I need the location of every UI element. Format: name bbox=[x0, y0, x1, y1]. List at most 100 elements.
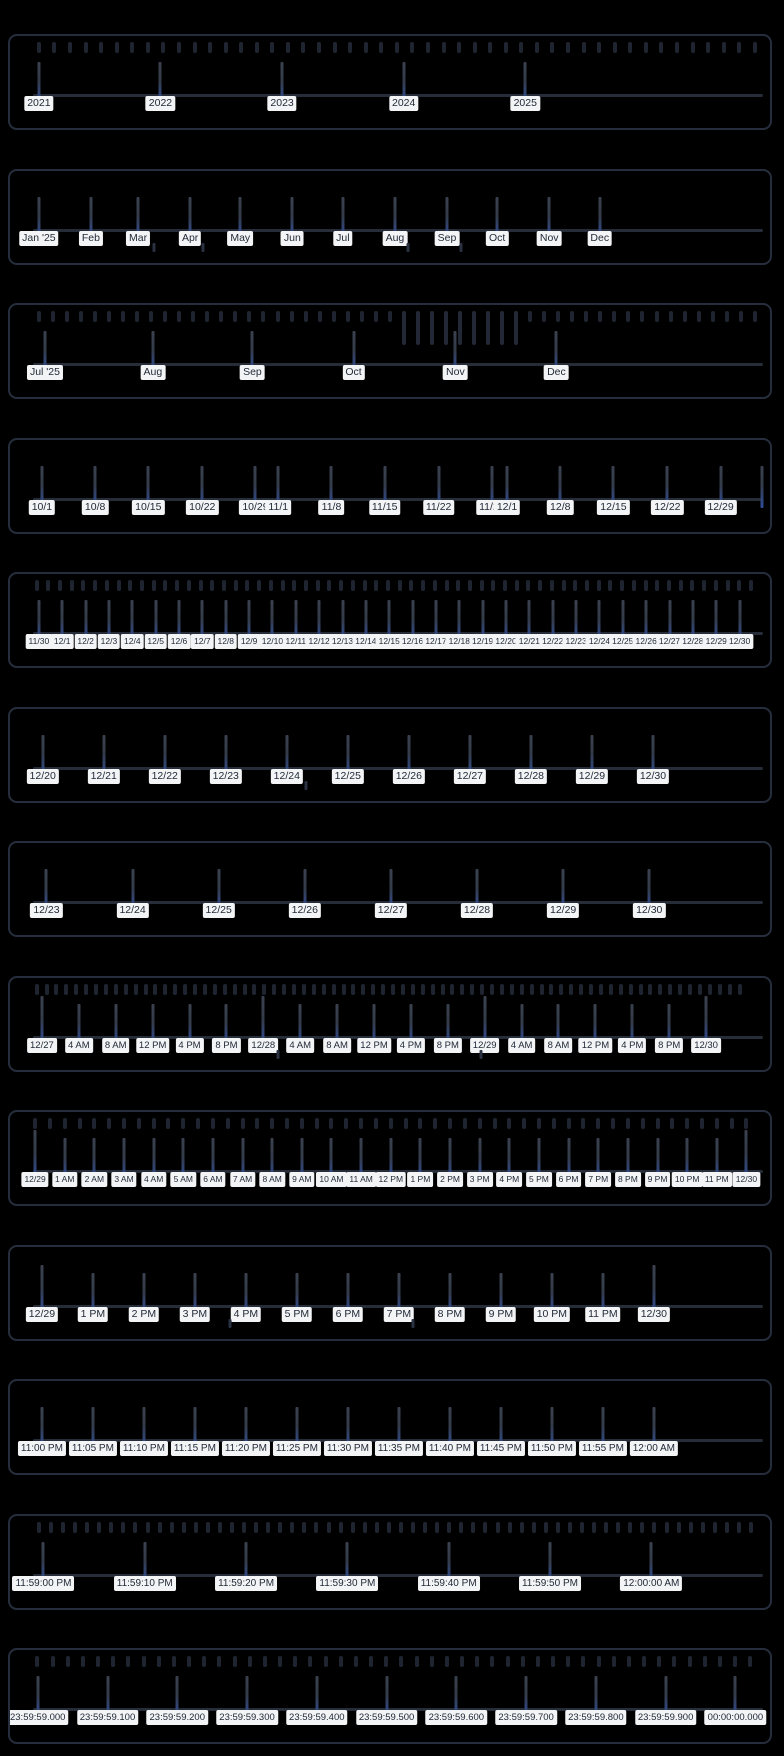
minor-tick bbox=[507, 1521, 512, 1533]
minor-tick bbox=[535, 1656, 540, 1667]
minor-tick bbox=[175, 580, 180, 591]
major-tick bbox=[77, 1003, 81, 1046]
major-tick bbox=[303, 869, 307, 911]
major-tick bbox=[601, 1272, 605, 1315]
minor-tick bbox=[348, 42, 353, 53]
minor-tick bbox=[292, 580, 297, 591]
tick-label: Aug bbox=[140, 365, 166, 380]
axis-line bbox=[32, 901, 764, 904]
tick-label: 12/28 bbox=[514, 768, 548, 784]
minor-tick bbox=[655, 1118, 660, 1129]
major-tick bbox=[359, 1138, 363, 1180]
minor-tick bbox=[143, 983, 148, 995]
minor-tick bbox=[386, 1521, 391, 1533]
tick-label: 11:55 PM bbox=[578, 1441, 627, 1456]
minor-tick bbox=[323, 1656, 328, 1667]
minor-tick bbox=[210, 1118, 215, 1129]
tick-label: 11/15 bbox=[368, 499, 401, 515]
tick-label: 9 PM bbox=[644, 1172, 671, 1187]
minor-tick bbox=[409, 580, 414, 591]
major-tick bbox=[550, 1407, 554, 1449]
minor-tick bbox=[374, 580, 379, 591]
tick-label: 12/18 bbox=[445, 634, 473, 649]
major-tick bbox=[130, 600, 134, 642]
minor-tick bbox=[151, 580, 156, 591]
major-tick bbox=[598, 196, 602, 239]
minor-tick bbox=[303, 580, 308, 591]
minor-tick bbox=[752, 42, 757, 53]
minor-tick bbox=[648, 983, 653, 995]
minor-tick bbox=[233, 311, 238, 322]
major-tick bbox=[447, 1541, 451, 1584]
tick-label: 11/8 bbox=[318, 499, 345, 515]
minor-tick bbox=[240, 1118, 245, 1129]
major-tick bbox=[244, 1272, 248, 1315]
major-tick bbox=[656, 1138, 660, 1180]
minor-tick bbox=[643, 42, 648, 53]
tick-label: 12/15 bbox=[597, 499, 630, 515]
tick-label: 5 AM bbox=[170, 1172, 196, 1187]
tick-label: 12/29 bbox=[25, 1306, 59, 1322]
major-tick bbox=[537, 1138, 541, 1180]
minor-tick bbox=[538, 580, 543, 591]
major-tick bbox=[667, 1003, 671, 1046]
major-tick bbox=[418, 1138, 422, 1180]
minor-tick bbox=[92, 1118, 97, 1129]
timeline-panel-months-jul: Jul '25 Aug Sep Oct Nov Dec bbox=[8, 303, 772, 399]
minor-tick bbox=[612, 42, 617, 53]
major-tick bbox=[520, 1003, 524, 1046]
major-tick bbox=[270, 600, 274, 642]
minor-tick bbox=[430, 983, 435, 995]
minor-tick bbox=[196, 1118, 201, 1129]
minor-tick bbox=[690, 580, 695, 591]
minor-tick bbox=[688, 1521, 693, 1533]
stray-tick-mark bbox=[411, 1318, 415, 1328]
major-tick bbox=[285, 734, 289, 777]
minor-tick bbox=[415, 311, 420, 345]
major-tick bbox=[37, 196, 41, 239]
minor-tick bbox=[48, 1521, 53, 1533]
tick-label: 23:59:59.400 bbox=[286, 1710, 348, 1725]
major-tick bbox=[409, 1003, 413, 1046]
major-tick bbox=[151, 331, 155, 373]
minor-tick bbox=[435, 1521, 440, 1533]
minor-tick bbox=[549, 983, 554, 995]
minor-tick bbox=[68, 42, 72, 53]
minor-tick bbox=[65, 1656, 70, 1667]
minor-tick bbox=[640, 1521, 645, 1533]
tick-label: 12/15 bbox=[375, 634, 403, 649]
minor-tick bbox=[555, 1521, 560, 1533]
minor-tick bbox=[702, 580, 707, 591]
minor-tick bbox=[470, 983, 475, 995]
minor-tick bbox=[270, 1118, 275, 1129]
minor-tick bbox=[618, 983, 623, 995]
axis-line bbox=[32, 363, 764, 366]
tick-label: 10/22 bbox=[186, 499, 219, 515]
major-tick bbox=[43, 331, 47, 373]
major-tick bbox=[245, 1676, 249, 1718]
tick-label: 12/29 bbox=[575, 768, 609, 784]
minor-tick bbox=[579, 983, 584, 995]
minor-tick bbox=[121, 311, 126, 322]
major-tick bbox=[457, 600, 461, 642]
major-tick bbox=[131, 869, 135, 911]
minor-tick bbox=[642, 1656, 647, 1667]
major-tick bbox=[651, 734, 655, 777]
minor-tick bbox=[467, 580, 472, 591]
minor-tick bbox=[543, 1521, 548, 1533]
minor-tick bbox=[96, 1656, 101, 1667]
minor-tick bbox=[73, 1521, 78, 1533]
minor-tick bbox=[177, 311, 182, 322]
minor-tick bbox=[247, 311, 252, 322]
minor-tick bbox=[570, 311, 575, 322]
major-tick bbox=[719, 465, 723, 508]
minor-tick bbox=[448, 1118, 453, 1129]
minor-tick bbox=[388, 1118, 393, 1129]
stray-tick-mark bbox=[479, 1049, 483, 1059]
minor-tick bbox=[628, 42, 633, 53]
minor-tick bbox=[550, 42, 555, 53]
tick-label: Nov bbox=[536, 230, 562, 246]
major-tick bbox=[445, 196, 449, 239]
minor-tick bbox=[674, 42, 679, 53]
minor-tick bbox=[529, 983, 534, 995]
